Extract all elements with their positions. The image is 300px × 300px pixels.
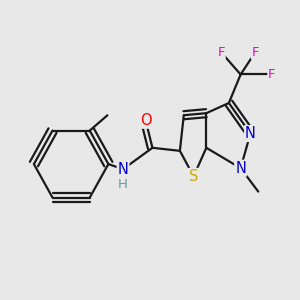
Text: N: N — [118, 162, 128, 177]
Text: N: N — [235, 161, 246, 176]
Text: O: O — [140, 113, 152, 128]
Text: F: F — [268, 68, 276, 81]
Text: N: N — [245, 126, 256, 141]
Text: S: S — [189, 169, 198, 184]
Text: F: F — [217, 46, 225, 59]
Text: H: H — [118, 178, 128, 191]
Text: F: F — [252, 46, 259, 59]
